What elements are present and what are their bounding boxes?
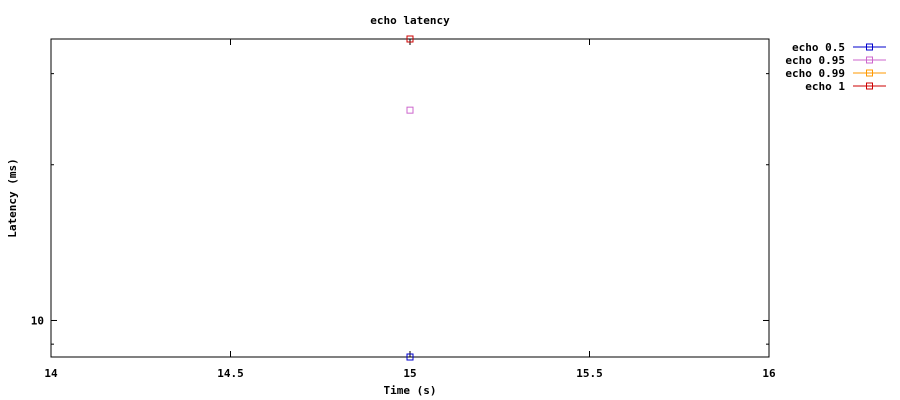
legend-label: echo 1 (805, 80, 845, 93)
data-markers (406, 35, 414, 361)
x-tick-label: 16 (762, 367, 776, 380)
y-tick-label: 10 (31, 314, 44, 327)
legend-marker (866, 43, 873, 51)
y-axis-ticks: 10 (31, 73, 769, 345)
y-axis-label: Latency (ms) (6, 158, 19, 237)
legend-marker (866, 69, 873, 77)
plot-frame (50, 38, 770, 358)
legend-marker (866, 56, 873, 64)
marker-series-4 (406, 35, 414, 43)
x-tick-label: 14 (44, 367, 58, 380)
x-tick-label: 15.5 (576, 367, 603, 380)
x-tick-label: 14.5 (217, 367, 244, 380)
legend-label: echo 0.5 (792, 41, 845, 54)
marker-series-1 (406, 353, 414, 361)
chart-title: echo latency (370, 14, 450, 27)
x-axis-ticks: 14 14.5 15 15.5 16 (44, 39, 776, 380)
legend-label: echo 0.95 (785, 54, 845, 67)
x-tick-label: 15 (403, 367, 416, 380)
legend-label: echo 0.99 (785, 67, 845, 80)
x-axis-label: Time (s) (384, 384, 437, 397)
marker-series-2 (406, 106, 414, 114)
legend-marker (866, 82, 873, 90)
